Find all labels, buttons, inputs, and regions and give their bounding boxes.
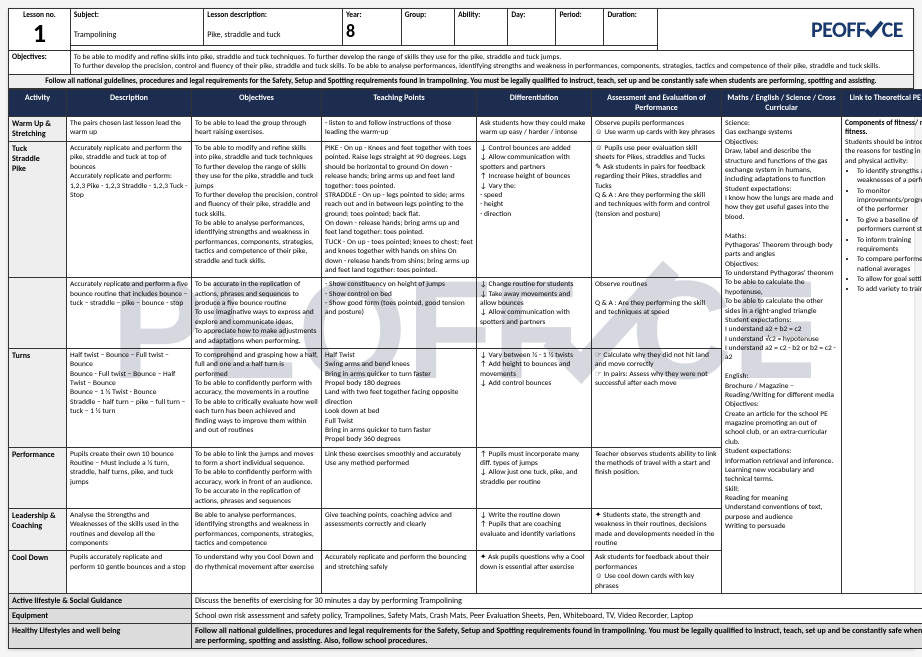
year-value: 8 xyxy=(346,20,398,43)
warmup-label: Warm Up & Stretching xyxy=(9,117,67,142)
five-desc: Accurately replicate and perform a five … xyxy=(67,278,192,349)
tuck-label: Tuck Straddle Pike xyxy=(9,142,67,278)
logo-pe: PE xyxy=(811,16,832,43)
leadership-desc: Analyse the Strengths and Weaknesses of … xyxy=(67,508,192,551)
five-obj: To be accurate in the replication of act… xyxy=(192,278,322,349)
leadership-perf: ✦ Students state, the strength and weakn… xyxy=(592,508,722,551)
tuck-desc: Accurately replicate and perform the pik… xyxy=(67,142,192,278)
col-teaching: Teaching Points xyxy=(322,90,477,117)
logo-ce: CE xyxy=(882,16,903,43)
cooldown-diff: ✦ Ask pupils questions why a Cool down i… xyxy=(477,551,592,594)
footer-row: Healthy Lifestyles and well being Follow… xyxy=(9,623,922,648)
duration-label: Duration: xyxy=(607,11,653,20)
leadership-diff: ↓ Write the routine down ↑ Pupils that a… xyxy=(477,508,592,551)
five-tp: - Show constituency on height of jumps -… xyxy=(322,278,477,349)
link-theoretical: Components of fitness/ measuring fitness… xyxy=(842,117,922,594)
subject-label: Subject: xyxy=(74,11,200,20)
link-bullet: To allow for goal setting xyxy=(857,275,922,284)
cooldown-tp: Accurately replicate and perform the bou… xyxy=(322,551,477,594)
footer-healthy-value: Follow all national guidelines, procedur… xyxy=(192,623,922,648)
turns-obj: To comprehend and grasping how a half, f… xyxy=(192,348,322,447)
performance-tp: Link these exercises smoothly and accura… xyxy=(322,447,477,508)
footer-equip-value: School own risk assessment and safety po… xyxy=(192,608,922,623)
five-perf: Observe routines Q & A : Are they perfor… xyxy=(592,278,722,349)
guideline-text: Follow all national guidelines, procedur… xyxy=(9,74,914,88)
performance-diff: ↑ Pupils must incorporate many diff. typ… xyxy=(477,447,592,508)
turns-tp: Half Twist Swing arms and bend knees Bri… xyxy=(322,348,477,447)
tuck-tp: PIKE - On up - Knees and feet together w… xyxy=(322,142,477,278)
cross-curricular: Science: Gas exchange systems Objectives… xyxy=(722,117,842,594)
footer-healthy-label: Healthy Lifestyles and well being xyxy=(9,623,192,648)
link-bullet: To identify strengths and weaknesses of … xyxy=(857,167,922,186)
five-label xyxy=(9,278,67,349)
desc-value: Pike, straddle and tuck xyxy=(207,30,280,40)
activity-table: Activity Description Objectives Teaching… xyxy=(8,89,922,649)
warmup-obj: To be able to lead the group through hea… xyxy=(192,117,322,142)
col-activity: Activity xyxy=(9,90,67,117)
turns-label: Turns xyxy=(9,348,67,447)
cooldown-perf: Ask students for feedback about their pe… xyxy=(592,551,722,594)
tuck-diff: ↓ Control bounces are added ↓ Allow comm… xyxy=(477,142,592,278)
tuck-perf: ☺ Pupils use peer evaluation skill sheet… xyxy=(592,142,722,278)
col-objectives: Objectives xyxy=(192,90,322,117)
lesson-plan-page: PEOFF CE Lesson no. 1 Subject: Trampolin… xyxy=(8,8,914,649)
footer-equip-label: Equipment xyxy=(9,608,192,623)
period-label: Period: xyxy=(559,11,600,20)
table-row: Warm Up & Stretching The pairs chosen la… xyxy=(9,117,922,142)
leadership-obj: Be able to analyse performances, identif… xyxy=(192,508,322,551)
col-link: Link to Theoretical PE Aspects xyxy=(842,90,922,117)
col-perf: Assessment and Evaluation of Performance xyxy=(592,90,722,117)
subject-value: Trampolining xyxy=(74,30,116,40)
logo: PEOFF CE xyxy=(811,16,903,43)
warmup-desc: The pairs chosen last lesson lead the wa… xyxy=(67,117,192,142)
year-label: Year: xyxy=(346,11,398,20)
warmup-diff: Ask students how they could make warm up… xyxy=(477,117,592,142)
warmup-tp: - listen to and follow instructions of t… xyxy=(322,117,477,142)
footer-row: Active lifestyle & Social Guidance Discu… xyxy=(9,593,922,608)
group-label: Group: xyxy=(405,11,451,20)
footer-active-label: Active lifestyle & Social Guidance xyxy=(9,593,192,608)
link-bullet: To monitor improvements/progress (if any… xyxy=(857,187,922,215)
col-cross: Maths / English / Science / Cross Curric… xyxy=(722,90,842,117)
cooldown-desc: Pupils accurately replicate and perform … xyxy=(67,551,192,594)
performance-label: Performance xyxy=(9,447,67,508)
performance-obj: To be able to link the jumps and moves t… xyxy=(192,447,322,508)
tuck-obj: To be able to modify and refine skills i… xyxy=(192,142,322,278)
col-diff: Differentiation xyxy=(477,90,592,117)
ability-label: Ability: xyxy=(458,11,504,20)
link-intro: Students should be introduced to the rea… xyxy=(845,138,922,166)
lesson-plan-table: Lesson no. 1 Subject: Trampolining Lesso… xyxy=(8,8,914,89)
link-bullet: To inform training requirements xyxy=(857,236,922,255)
performance-perf: Teacher observes students ability to lin… xyxy=(592,447,722,508)
link-title: Components of fitness/ measuring fitness… xyxy=(845,119,922,138)
leadership-label: Leadership & Coaching xyxy=(9,508,67,551)
desc-label: Lesson description: xyxy=(207,11,339,20)
lesson-no: 1 xyxy=(12,20,67,46)
link-bullet: To give a baseline of performers current… xyxy=(857,216,922,235)
cooldown-obj: To understand why you Cool Down and do r… xyxy=(192,551,322,594)
objectives-line2: To further develop the precision, contro… xyxy=(74,62,910,71)
footer-row: Equipment School own risk assessment and… xyxy=(9,608,922,623)
link-bullet: To compare performer to national average… xyxy=(857,255,922,274)
footer-active-value: Discuss the benefits of exercising for 3… xyxy=(192,593,922,608)
objectives-label: Objectives: xyxy=(9,50,71,74)
day-label: Day: xyxy=(511,11,552,20)
turns-desc: Half twist – Bounce – Full twist – Bounc… xyxy=(67,348,192,447)
leadership-tp: Give teaching points, coaching advice an… xyxy=(322,508,477,551)
link-bullet: To add variety to training xyxy=(857,285,922,294)
col-description: Description xyxy=(67,90,192,117)
turns-diff: ↓ Vary between ½ - 1 ½ twists ↑ Add heig… xyxy=(477,348,592,447)
objectives-line1: To be able to modify and refine skills i… xyxy=(74,53,910,62)
performance-desc: Pupils create their own 10 bounce Routin… xyxy=(67,447,192,508)
turns-perf: ☞ Calculate why they did not hit land an… xyxy=(592,348,722,447)
five-diff: ↓ Change routine for students ↓ Take awa… xyxy=(477,278,592,349)
logo-off: OFF xyxy=(832,16,866,43)
warmup-perf: Observe pupils performances ☺ Use warm u… xyxy=(592,117,722,142)
cooldown-label: Cool Down xyxy=(9,551,67,594)
